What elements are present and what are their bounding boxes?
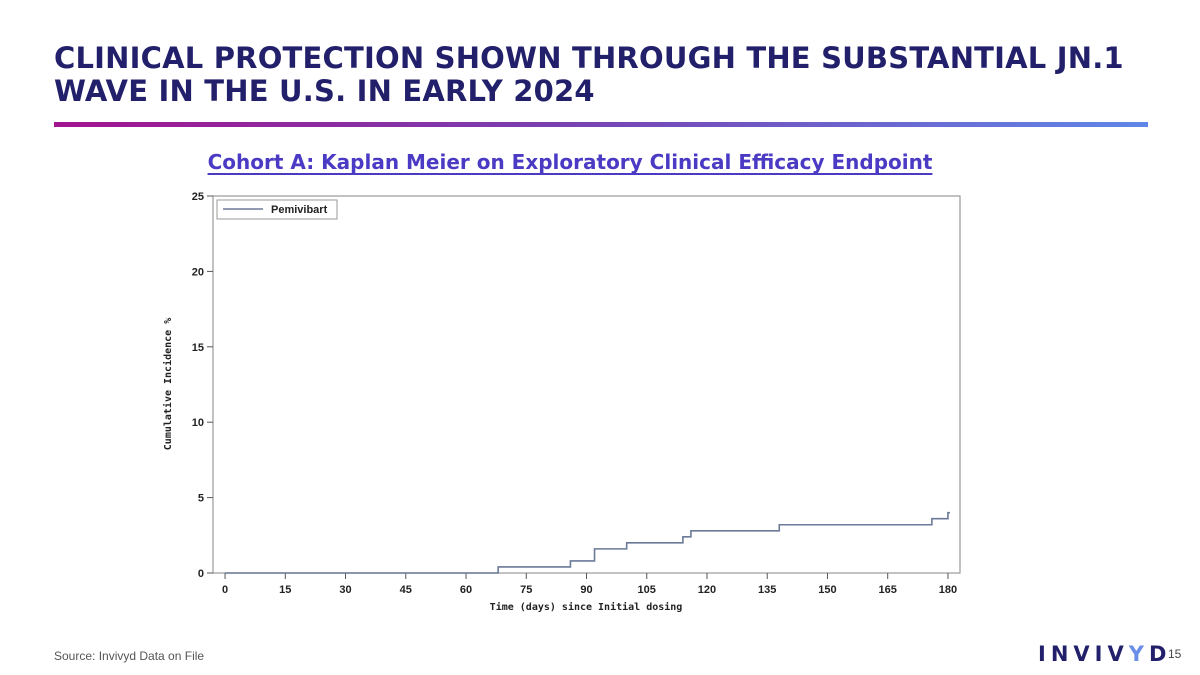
x-tick-label: 150 <box>818 584 836 596</box>
y-axis-label: Cumulative Incidence % <box>162 318 174 450</box>
x-tick-label: 135 <box>758 584 776 596</box>
kaplan-meier-chart: 0 5 10 15 20 25 0 15 30 45 60 75 90 105 120 135 150 165 1… <box>162 191 961 613</box>
x-tick-label: 60 <box>460 584 472 596</box>
legend-label: Pemivibart <box>271 204 328 216</box>
y-tick-label: 15 <box>192 342 204 354</box>
x-tick-label: 120 <box>698 584 716 596</box>
x-axis-label: Time (days) since Initial dosing <box>490 601 683 613</box>
x-tick-label: 165 <box>879 584 897 596</box>
x-tick-label: 0 <box>222 584 228 596</box>
x-tick-label: 30 <box>339 584 351 596</box>
x-tick-label: 75 <box>520 584 532 596</box>
source-note: Source: Invivyd Data on File <box>54 649 205 663</box>
y-tick-label: 25 <box>192 191 204 203</box>
x-tick-label: 180 <box>939 584 957 596</box>
y-tick-label: 0 <box>198 568 204 580</box>
series-layer <box>225 511 950 574</box>
legend-box <box>216 199 338 220</box>
plot-frame <box>212 195 961 574</box>
x-tick-label: 105 <box>638 584 656 596</box>
series-line-pemivibart <box>225 511 950 574</box>
y-tick-label: 20 <box>192 266 204 278</box>
x-tick-label: 15 <box>279 584 291 596</box>
legend: Pemivibart <box>216 199 338 220</box>
title-divider <box>54 122 1148 127</box>
chart-title: Cohort A: Kaplan Meier on Exploratory Cl… <box>207 150 933 174</box>
invivyd-logo: INVIVYD <box>1038 642 1172 666</box>
x-axis: 0 15 30 45 60 75 90 105 120 135 150 165 180 <box>222 573 957 596</box>
x-tick-label: 90 <box>580 584 592 596</box>
x-tick-label: 45 <box>400 584 412 596</box>
page-number: 15 <box>1168 647 1182 661</box>
y-tick-label: 5 <box>198 493 204 505</box>
y-axis: 0 5 10 15 20 25 <box>192 191 213 580</box>
slide-title: CLINICAL PROTECTION SHOWN THROUGH THE SU… <box>54 41 1124 108</box>
y-tick-label: 10 <box>192 417 204 429</box>
